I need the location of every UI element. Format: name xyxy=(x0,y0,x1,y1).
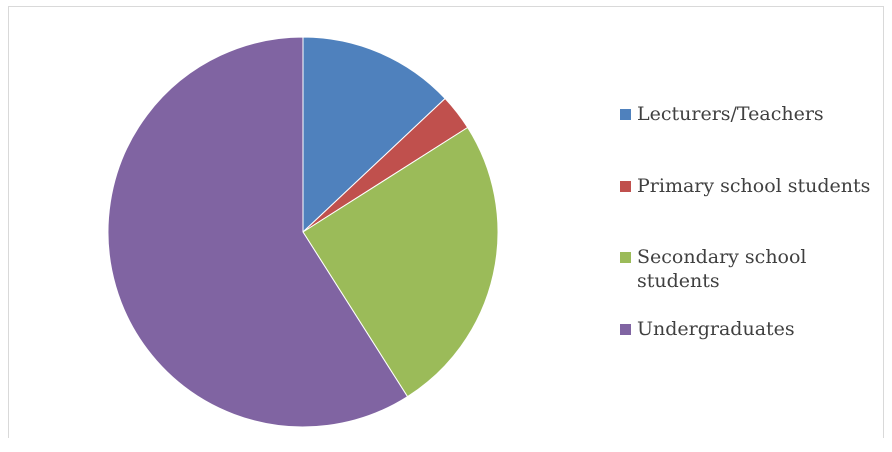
pie-chart xyxy=(107,36,499,428)
legend-item-undergraduates: Undergraduates xyxy=(620,317,882,341)
legend-label-undergraduates: Undergraduates xyxy=(637,318,795,340)
pie-slice-undergraduates xyxy=(107,36,409,428)
chart-area: Lecturers/Teachers Primary school studen… xyxy=(8,6,884,438)
legend-item-primary-school-students: Primary school students xyxy=(620,174,882,198)
pie-slice-secondary-school-students xyxy=(302,126,499,398)
legend-swatch-undergraduates xyxy=(620,324,631,335)
legend-label-secondary-school-students: Secondary school students xyxy=(637,246,807,292)
legend-item-lecturers-teachers: Lecturers/Teachers xyxy=(620,102,882,126)
legend-label-lecturers-teachers: Lecturers/Teachers xyxy=(637,103,824,125)
legend-label-primary-school-students: Primary school students xyxy=(637,175,871,197)
legend-swatch-primary-school-students xyxy=(620,181,631,192)
pie-slice-lecturers-teachers xyxy=(302,36,446,234)
legend-item-secondary-school-students: Secondary school students xyxy=(620,245,817,293)
legend-swatch-lecturers-teachers xyxy=(620,109,631,120)
legend-swatch-secondary-school-students xyxy=(620,252,631,263)
pie-slices xyxy=(107,36,499,428)
